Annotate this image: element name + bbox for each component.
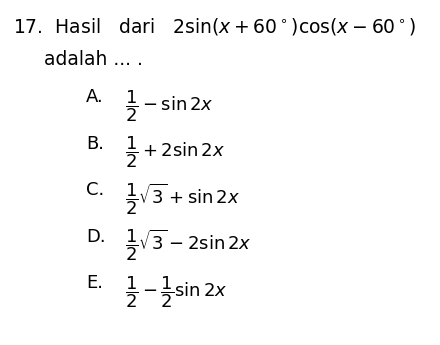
Text: B.: B. <box>86 135 104 152</box>
Text: adalah ... .: adalah ... . <box>44 50 143 69</box>
Text: A.: A. <box>86 88 103 106</box>
Text: E.: E. <box>86 274 103 292</box>
Text: $\dfrac{1}{2} + 2\sin 2x$: $\dfrac{1}{2} + 2\sin 2x$ <box>125 135 226 170</box>
Text: D.: D. <box>86 228 106 246</box>
Text: $\dfrac{1}{2}\sqrt{3} - 2\sin 2x$: $\dfrac{1}{2}\sqrt{3} - 2\sin 2x$ <box>125 228 252 263</box>
Text: $\dfrac{1}{2}\sqrt{3} + \sin 2x$: $\dfrac{1}{2}\sqrt{3} + \sin 2x$ <box>125 181 241 217</box>
Text: 17.  Hasil   dari   $2\sin(x + 60^\circ)\cos(x - 60^\circ)$: 17. Hasil dari $2\sin(x + 60^\circ)\cos(… <box>13 16 417 37</box>
Text: $\dfrac{1}{2} - \dfrac{1}{2}\sin 2x$: $\dfrac{1}{2} - \dfrac{1}{2}\sin 2x$ <box>125 274 228 310</box>
Text: $\dfrac{1}{2} - \sin 2x$: $\dfrac{1}{2} - \sin 2x$ <box>125 88 214 124</box>
Text: C.: C. <box>86 181 104 199</box>
